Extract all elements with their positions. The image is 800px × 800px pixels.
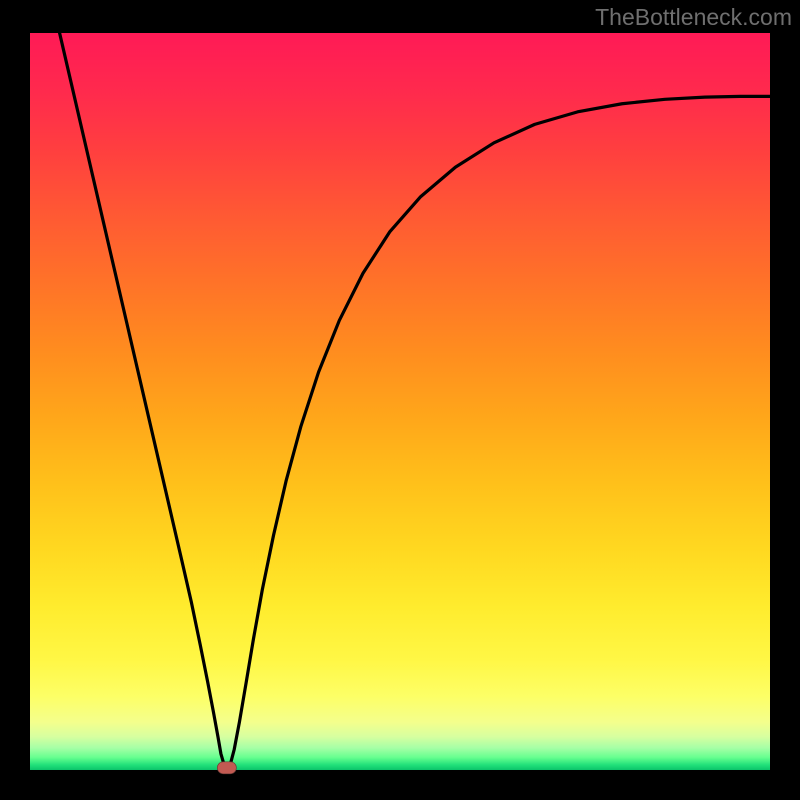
plot-area bbox=[30, 33, 770, 770]
optimal-point-marker bbox=[217, 762, 236, 774]
bottleneck-chart bbox=[0, 0, 800, 800]
watermark-text: TheBottleneck.com bbox=[595, 4, 792, 31]
chart-frame: TheBottleneck.com bbox=[0, 0, 800, 800]
